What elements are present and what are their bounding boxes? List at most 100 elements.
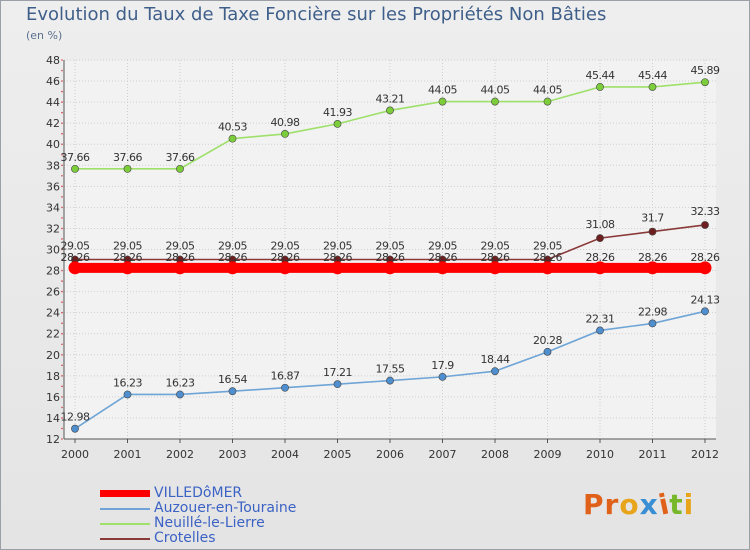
y-tick-label: 24	[46, 307, 60, 320]
data-label: 17.21	[323, 366, 352, 379]
y-minor-tick	[61, 90, 63, 93]
legend-swatch	[100, 507, 150, 510]
data-label: 16.54	[218, 373, 247, 386]
logo-letter: r	[604, 488, 620, 521]
data-point	[176, 390, 184, 399]
y-minor-tick	[61, 164, 63, 167]
data-point	[698, 261, 712, 275]
y-minor-tick	[61, 427, 63, 430]
y-minor-tick	[61, 343, 63, 346]
data-point	[228, 134, 237, 143]
data-point	[438, 97, 447, 106]
x-tick-label: 2008	[481, 448, 509, 461]
y-tick-label: 34	[46, 201, 60, 214]
y-minor-tick	[61, 438, 63, 440]
y-tick-label: 16	[46, 391, 60, 404]
data-label: 22.31	[586, 312, 615, 325]
y-tick-label: 20	[46, 349, 60, 362]
legend: VILLEDôMER Auzouer-en-Touraine Neuillé-le-…	[100, 486, 296, 546]
data-point	[596, 326, 604, 335]
y-minor-tick	[61, 353, 63, 356]
data-label: 31.08	[586, 218, 615, 231]
data-point	[333, 120, 342, 128]
y-minor-tick	[61, 322, 63, 324]
data-label: 28.26	[271, 251, 300, 264]
data-point	[173, 261, 187, 275]
data-point	[596, 83, 604, 91]
logo-letter: i	[683, 488, 695, 521]
data-label: 29.05	[113, 240, 142, 253]
logo-letter: o	[619, 488, 640, 521]
y-tick-label: 26	[46, 286, 60, 299]
y-minor-tick	[61, 143, 63, 146]
data-point	[278, 261, 292, 275]
data-label: 20.28	[533, 334, 562, 347]
data-label: 12.98	[61, 411, 90, 424]
data-label: 18.44	[481, 353, 510, 366]
data-label: 44.05	[481, 84, 510, 97]
data-label: 16.87	[271, 370, 300, 383]
legend-item-crotelles: Crotelles	[100, 531, 296, 546]
data-label: 41.93	[323, 106, 352, 119]
data-point	[383, 261, 397, 275]
y-tick-label: 28	[46, 265, 60, 278]
data-point	[648, 83, 657, 91]
data-label: 29.05	[323, 240, 352, 253]
y-minor-tick	[61, 80, 63, 82]
data-label: 45.89	[691, 64, 720, 77]
data-point	[543, 347, 552, 356]
y-tick-label: 36	[46, 180, 60, 193]
data-label: 37.66	[61, 151, 90, 164]
y-minor-tick	[61, 332, 63, 335]
legend-label: VILLEDôMER	[154, 485, 243, 501]
y-minor-tick	[61, 364, 63, 367]
legend-label: Neuillé-le-Lierre	[154, 515, 265, 531]
data-label: 37.66	[166, 151, 195, 164]
y-minor-tick	[61, 206, 63, 209]
y-minor-tick	[61, 196, 63, 198]
x-tick-label: 2012	[691, 448, 719, 461]
y-minor-tick	[61, 375, 63, 377]
legend-item-neuille-le-lierre: Neuillé-le-Lierre	[100, 516, 296, 531]
x-tick-label: 2000	[61, 448, 89, 461]
x-tick-label: 2006	[376, 448, 404, 461]
legend-swatch	[100, 522, 150, 525]
data-point	[596, 234, 604, 243]
y-minor-tick	[61, 301, 63, 303]
y-tick-label: 40	[46, 138, 60, 151]
data-label: 28.26	[638, 251, 667, 264]
y-tick-label: 38	[46, 159, 60, 172]
y-minor-tick	[61, 101, 63, 103]
data-label: 28.26	[218, 251, 247, 264]
y-tick-label: 18	[46, 370, 60, 383]
chart-subtitle: (en %)	[26, 29, 63, 42]
x-tick-label: 2011	[639, 448, 667, 461]
data-label: 17.9	[431, 359, 454, 372]
data-point	[593, 261, 607, 275]
data-point	[68, 261, 82, 275]
legend-item-villedomer: VILLEDôMER	[100, 486, 296, 501]
data-point	[648, 319, 657, 328]
y-tick-label: 22	[46, 328, 60, 341]
data-point	[701, 307, 709, 316]
data-point	[228, 387, 237, 396]
y-minor-tick	[61, 269, 63, 272]
data-label: 28.26	[428, 251, 457, 264]
data-label: 43.21	[376, 92, 405, 105]
data-label: 16.23	[166, 376, 195, 389]
y-minor-tick	[61, 153, 63, 156]
series-crotelles: 29.05 29.05 29.05 29.05 29.05 29.05 29.05 29.05…	[61, 205, 720, 264]
y-tick-label: 30	[46, 244, 60, 257]
y-minor-tick	[61, 248, 63, 251]
y-minor-tick	[61, 238, 63, 240]
series-neuille-le-lierre: 37.66 37.66 37.66 40.53 40.98 41.93 43.21 44.05…	[61, 64, 720, 173]
data-label: 29.05	[376, 240, 405, 253]
y-minor-tick	[61, 59, 63, 61]
data-label: 28.26	[533, 251, 562, 264]
y-minor-tick	[61, 396, 63, 398]
data-point	[701, 78, 709, 87]
y-tick-label: 42	[46, 117, 60, 130]
data-label: 28.26	[691, 251, 720, 264]
data-point	[121, 261, 134, 275]
data-point	[71, 164, 79, 173]
